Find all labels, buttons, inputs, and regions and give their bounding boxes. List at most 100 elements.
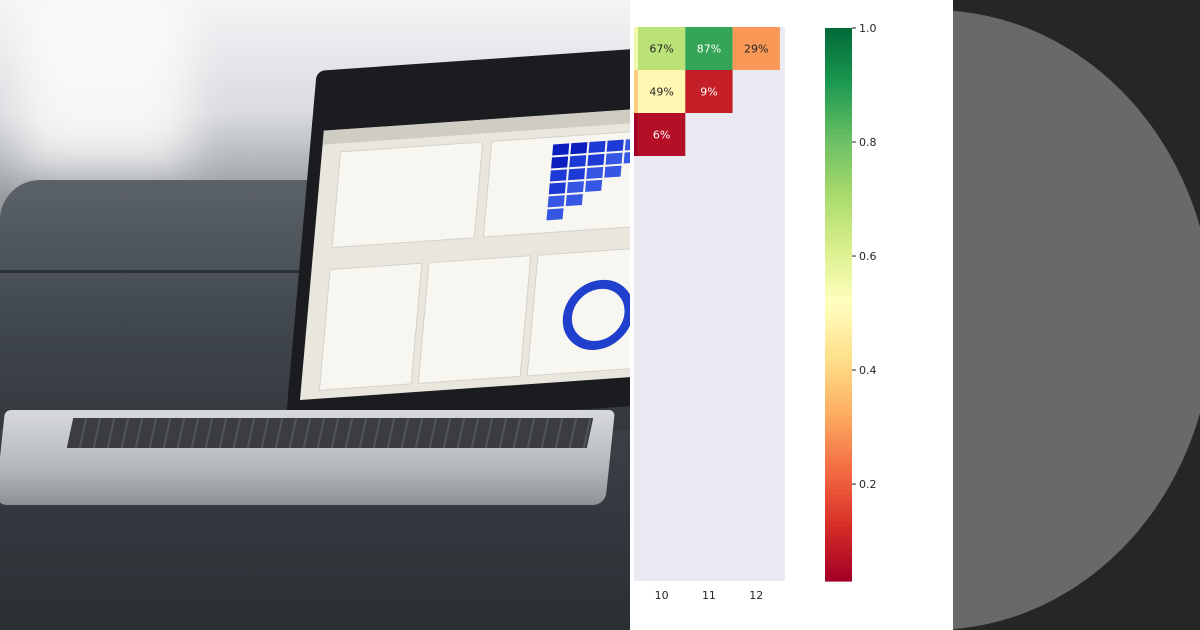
colorbar-segment (825, 479, 852, 485)
colorbar-segment (825, 387, 852, 393)
colorbar-segment (825, 184, 852, 190)
colorbar-segment (825, 502, 852, 508)
colorbar-segment (825, 405, 852, 412)
colorbar-segment (825, 110, 852, 117)
colorbar-segment (825, 373, 852, 379)
colorbar-segment (825, 419, 852, 425)
colorbar-segment (825, 553, 852, 559)
heatmap-cell (685, 27, 733, 70)
colorbar-segment (825, 299, 852, 306)
colorbar-segment (825, 465, 852, 471)
colorbar-segment (825, 189, 852, 195)
colorbar-tick-label: 0.6 (859, 250, 877, 263)
colorbar-segment (825, 198, 852, 204)
colorbar-segment (825, 207, 852, 213)
colorbar-segment (825, 239, 852, 246)
colorbar-segment (825, 392, 852, 398)
colorbar-segment (825, 101, 852, 107)
colorbar-segment (825, 138, 852, 144)
colorbar-tick-label: 0.2 (859, 478, 877, 491)
laptop-photo (0, 0, 630, 630)
colorbar-segment (825, 318, 852, 324)
colorbar-segment (825, 322, 852, 329)
colorbar-segment (825, 115, 852, 121)
colorbar-segment (825, 516, 852, 522)
colorbar-segment (825, 124, 852, 130)
colorbar-segment (825, 290, 852, 296)
colorbar-segment (825, 170, 852, 177)
colorbar-segment (825, 415, 852, 421)
heatmap-cell-clipped (634, 70, 638, 113)
colorbar-segment (825, 276, 852, 283)
colorbar-segment (825, 32, 852, 38)
colorbar-segment (825, 203, 852, 209)
colorbar-segment (825, 226, 852, 232)
colorbar-segment (825, 438, 852, 444)
colorbar-segment (825, 41, 852, 48)
colorbar-segment (825, 461, 852, 467)
colorbar-segment (825, 51, 852, 57)
colorbar-segment (825, 249, 852, 255)
colorbar-segment (825, 46, 852, 52)
colorbar-segment (825, 286, 852, 292)
colorbar-segment (825, 212, 852, 218)
heatmap-cell (638, 27, 686, 70)
colorbar-segment (825, 74, 852, 80)
colorbar-tick-label: 1.0 (859, 22, 877, 35)
colorbar-segment (825, 230, 852, 236)
colorbar-segment (825, 511, 852, 518)
colorbar-segment (825, 147, 852, 154)
colorbar-segment (825, 378, 852, 384)
heatmap-chart: 67% 87% 29% 49% 9% 6% 10 11 12 0.2 0.4 0.6 0.8 1.0 (634, 22, 877, 602)
heatmap-cell (732, 27, 780, 70)
colorbar-segment (825, 221, 852, 227)
heatmap-cell-label: 67% (649, 43, 673, 56)
colorbar-segment (825, 175, 852, 181)
colorbar-segment (825, 571, 852, 577)
colorbar-segment (825, 369, 852, 375)
colorbar-segment (825, 493, 852, 499)
colorbar-segment (825, 281, 852, 287)
colorbar-segment (825, 129, 852, 135)
decorative-circle (953, 10, 1200, 630)
colorbar-segment (825, 424, 852, 430)
colorbar-segment (825, 267, 852, 273)
colorbar-segment (825, 83, 852, 89)
colorbar-segment (825, 498, 852, 504)
colorbar-segment (825, 336, 852, 342)
colorbar-segment (825, 60, 852, 66)
colorbar-segment (825, 143, 852, 149)
colorbar-segment (825, 359, 852, 366)
heatmap-cell-clipped (634, 113, 638, 156)
colorbar-tick-label: 0.8 (859, 136, 877, 149)
colorbar-segment (825, 521, 852, 527)
heatmap-cell-label: 87% (697, 43, 721, 56)
colorbar-segment (825, 253, 852, 260)
colorbar-segment (825, 382, 852, 389)
colorbar-segment (825, 567, 852, 573)
colorbar-segment (825, 447, 852, 453)
colorbar-segment (825, 484, 852, 490)
colorbar-segment (825, 258, 852, 264)
colorbar-segment (825, 544, 852, 550)
colorbar-segment (825, 295, 852, 301)
colorbar-segment (825, 69, 852, 75)
colorbar-segment (825, 539, 852, 545)
colorbar-segment (825, 428, 852, 435)
colorbar-segment (825, 272, 852, 278)
colorbar-segment (825, 332, 852, 338)
colorbar-segment (825, 55, 852, 61)
colorbar-segment (825, 562, 852, 568)
colorbar-segment (825, 350, 852, 356)
heatmap-cell-label: 49% (649, 86, 673, 99)
colorbar-segment (825, 507, 852, 513)
colorbar-segment (825, 530, 852, 536)
colorbar-segment (825, 433, 852, 439)
colorbar-segment (825, 576, 852, 582)
colorbar-segment (825, 364, 852, 370)
colorbar-segment (825, 28, 852, 34)
colorbar-segment (825, 161, 852, 167)
x-tick-label: 12 (749, 589, 763, 602)
colorbar-segment (825, 327, 852, 333)
colorbar-segment (825, 442, 852, 448)
